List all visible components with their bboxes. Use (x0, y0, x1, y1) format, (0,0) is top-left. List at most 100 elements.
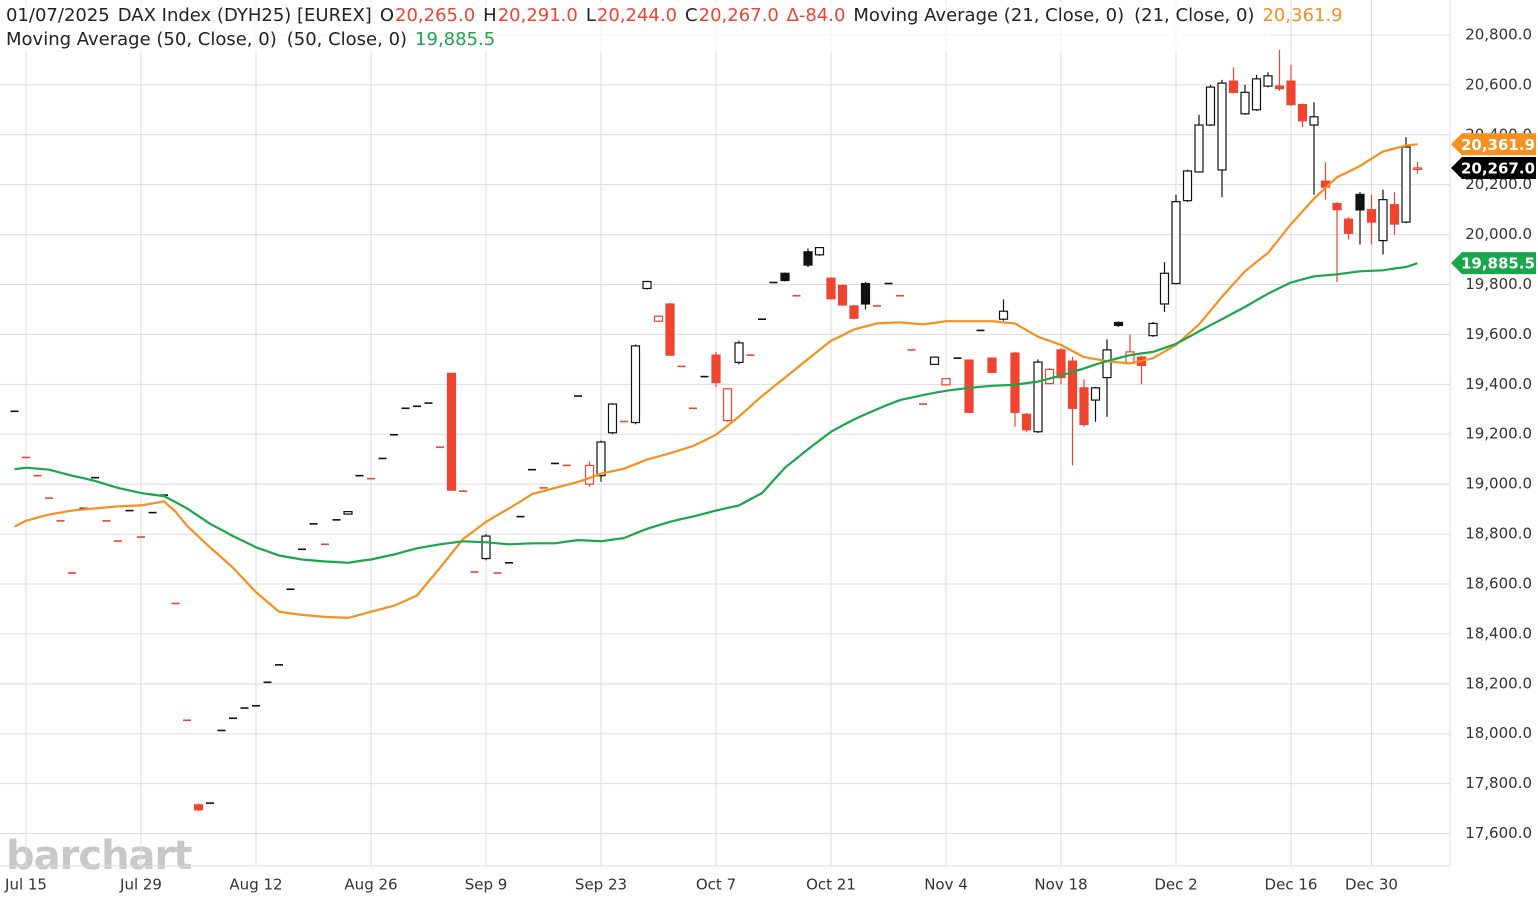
x-tick-label: Aug 12 (229, 876, 282, 894)
y-tick-label: 18,600.0 (1465, 574, 1532, 592)
candle-body (711, 354, 721, 384)
y-tick-label: 18,400.0 (1465, 624, 1532, 642)
candle-body (941, 377, 951, 386)
candle-body (803, 251, 813, 266)
y-tick-label: 18,200.0 (1465, 674, 1532, 692)
candle-body (1194, 124, 1204, 173)
candle-body (1297, 103, 1308, 122)
last-price-badge: 20,267.0 (1451, 156, 1536, 179)
ma21-badge: 20,361.9 (1451, 133, 1536, 156)
candle-body (1090, 387, 1101, 401)
candle-body (1102, 349, 1112, 379)
candle-body (1217, 82, 1227, 171)
candle-body (860, 282, 871, 305)
candle-body (1159, 272, 1170, 305)
badge-shape (1451, 133, 1536, 156)
y-tick-label: 20,600.0 (1465, 75, 1532, 93)
candle-body (1205, 86, 1216, 126)
candle-body (1240, 91, 1250, 115)
candle-body (1251, 78, 1262, 111)
candle-body (734, 342, 744, 363)
x-tick-label: Sep 23 (575, 876, 627, 894)
candle-body (849, 305, 859, 319)
x-tick-label: Dec 2 (1154, 876, 1197, 894)
badge-shape (1451, 252, 1536, 275)
candle-body (1044, 368, 1055, 385)
x-tick-label: Oct 7 (696, 876, 736, 894)
legend-name: Moving Average (21, Close, 0) (853, 5, 1124, 26)
candle-body (1286, 80, 1296, 106)
candle-body (1228, 80, 1239, 93)
candle-body (1079, 387, 1089, 426)
header-change: ∆-84.0 (786, 5, 846, 26)
candle-body (826, 277, 836, 300)
candle-body (1343, 218, 1354, 234)
ohlc-value: 20,265.0 (395, 5, 475, 26)
candle-body (1309, 116, 1319, 126)
watermark: barchart (6, 833, 192, 879)
candle-body (780, 272, 790, 282)
ohlc-value: 20,267.0 (699, 5, 779, 26)
candle-body (193, 804, 204, 811)
ohlc-key: L (586, 5, 596, 26)
candle-body (653, 315, 664, 322)
y-tick-label: 20,000.0 (1465, 225, 1532, 243)
y-tick-label: 19,400.0 (1465, 375, 1532, 393)
x-tick-label: Jul 29 (119, 876, 162, 894)
badge-shape (1451, 156, 1536, 179)
legend-params: (50, Close, 0) (287, 29, 407, 50)
y-tick-label: 17,800.0 (1465, 774, 1532, 792)
candle-body (665, 303, 675, 356)
candle-body (1021, 413, 1032, 431)
y-tick-label: 18,800.0 (1465, 525, 1532, 543)
y-tick-label: 17,600.0 (1465, 824, 1532, 842)
candle-body (1389, 204, 1400, 225)
moving-average-line (14, 143, 1418, 620)
x-tick-label: Nov 18 (1034, 876, 1087, 894)
badge-label: 20,267.0 (1461, 159, 1535, 177)
moving-average-line (14, 262, 1418, 564)
ohlc-key: O (380, 5, 394, 26)
candle-body (987, 357, 997, 373)
candle-body (929, 356, 940, 365)
candle-body (1067, 360, 1078, 409)
candle-body (1412, 167, 1423, 171)
candle-body (998, 310, 1009, 320)
ma50-badge: 19,885.5 (1451, 252, 1536, 275)
legend-value: 20,361.9 (1262, 5, 1342, 26)
header-line: Moving Average (50, Close, 0) (50, Close,… (6, 29, 495, 50)
candle-body (596, 441, 606, 477)
candle-body (630, 345, 641, 424)
candles (10, 49, 1423, 812)
y-tick-label: 19,000.0 (1465, 475, 1532, 493)
candle-body (343, 511, 353, 515)
candle-body (642, 280, 652, 290)
y-tick-label: 18,000.0 (1465, 724, 1532, 742)
x-tick-label: Nov 4 (924, 876, 968, 894)
x-tick-label: Dec 16 (1265, 876, 1318, 894)
candle-body (481, 535, 491, 560)
header-bg (0, 2, 1271, 52)
candle-body (1263, 75, 1273, 87)
legend-name: Moving Average (50, Close, 0) (6, 29, 277, 50)
candle-body (1274, 85, 1285, 90)
candle-body (584, 464, 595, 485)
badge-label: 20,361.9 (1461, 136, 1535, 154)
ohlc-value: 20,291.0 (498, 5, 578, 26)
header-date: 01/07/2025 (6, 5, 110, 26)
ohlc-key: H (483, 5, 497, 26)
y-tick-label: 20,200.0 (1465, 175, 1532, 193)
x-tick-label: Jul 15 (4, 876, 47, 894)
candle-body (1332, 203, 1342, 211)
grid (0, 0, 1450, 866)
candle-body (1401, 146, 1411, 223)
candle-body (1033, 361, 1043, 433)
candle-body (446, 372, 457, 491)
candle-body (1171, 201, 1181, 285)
candle-body (1366, 209, 1377, 223)
x-tick-label: Sep 9 (465, 876, 508, 894)
x-tick-label: Aug 26 (344, 876, 397, 894)
candle-body (1148, 322, 1158, 337)
y-tick-label: 20,800.0 (1465, 25, 1532, 43)
